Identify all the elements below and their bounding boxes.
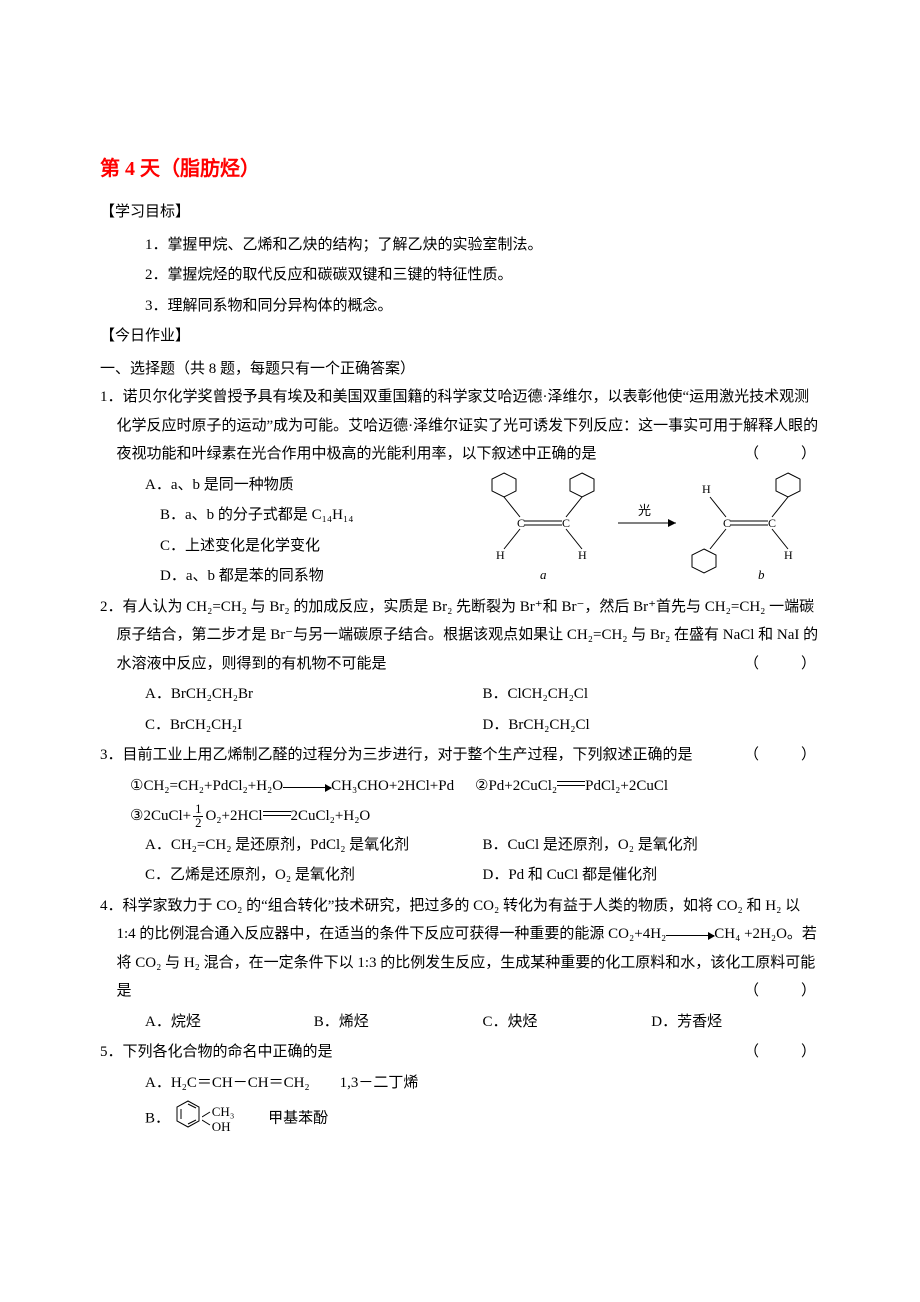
- q3-option-a: A．CH₂=CH₂ 是还原剂，PdCl₂ 是氧化剂: [145, 831, 483, 860]
- q4-option-a: A．烷烃: [145, 1008, 314, 1037]
- q5-stem-text: 5．下列各化合物的命名中正确的是: [100, 1044, 333, 1060]
- svg-text:H: H: [578, 548, 587, 562]
- q4-stem: 4．科学家致力于 CO₂ 的“组合转化”技术研究，把过多的 CO₂ 转化为有益于…: [100, 892, 820, 1006]
- benzene-ring-icon: [174, 1099, 202, 1140]
- svg-text:C: C: [768, 516, 776, 530]
- homework-label: 【今日作业】: [100, 322, 820, 351]
- objective-2: 2．掌握烷烃的取代反应和碳碳双键和三键的特征性质。: [100, 261, 820, 290]
- q4-option-c: C．炔烃: [483, 1008, 652, 1037]
- q5-option-a: A．H₂C＝CH－CH＝CH₂ 1,3－二丁烯: [100, 1069, 820, 1098]
- q3-option-d: D．Pd 和 CuCl 都是催化剂: [483, 861, 821, 890]
- equals-line-icon: [263, 811, 291, 816]
- q2-stem-text: 2．有人认为 CH₂=CH₂ 与 Br₂ 的加成反应，实质是 Br₂ 先断裂为 …: [100, 599, 818, 672]
- svg-text:b: b: [758, 567, 765, 582]
- objective-1: 1．掌握甲烷、乙烯和乙炔的结构；了解乙炔的实验室制法。: [100, 231, 820, 260]
- q3-stem: 3．目前工业上用乙烯制乙醛的过程分为三步进行，对于整个生产过程，下列叙述正确的是…: [100, 741, 820, 770]
- q3-option-b: B．CuCl 是还原剂，O₂ 是氧化剂: [483, 831, 821, 860]
- q2-option-c: C．BrCH₂CH₂I: [145, 711, 483, 740]
- q5-blank: （ ）: [760, 1038, 820, 1067]
- q3-eq3: ③2CuCl+12O₂+2HCl2CuCl₂+H₂O: [100, 802, 820, 831]
- q2-stem: 2．有人认为 CH₂=CH₂ 与 Br₂ 的加成反应，实质是 Br₂ 先断裂为 …: [100, 593, 820, 679]
- arrow-icon: [666, 935, 714, 936]
- svg-text:C: C: [517, 516, 525, 530]
- learning-objectives-label: 【学习目标】: [100, 198, 820, 227]
- q1-reaction-diagram: C C H H a 光: [470, 471, 820, 586]
- svg-text:a: a: [540, 567, 547, 582]
- q4-blank: （ ）: [760, 977, 820, 1006]
- q3-stem-text: 3．目前工业上用乙烯制乙醛的过程分为三步进行，对于整个生产过程，下列叙述正确的是: [100, 747, 693, 763]
- svg-text:H: H: [702, 482, 711, 496]
- day-title: 第 4 天（脂肪烃）: [100, 150, 820, 188]
- q4-option-b: B．烯烃: [314, 1008, 483, 1037]
- q5-option-b: B． CH₃ OH 甲基苯酚: [100, 1099, 820, 1140]
- q3-blank: （ ）: [760, 741, 820, 770]
- q1-blank: （ ）: [760, 440, 820, 469]
- q4-option-d: D．芳香烃: [651, 1008, 820, 1037]
- q2-option-d: D．BrCH₂CH₂Cl: [483, 711, 821, 740]
- svg-text:H: H: [496, 548, 505, 562]
- mc-header: 一、选择题（共 8 题，每题只有一个正确答案）: [100, 355, 820, 384]
- q2-option-b: B．ClCH₂CH₂Cl: [483, 680, 821, 709]
- arrow-icon: [283, 787, 331, 788]
- q1-stem-text: 1．诺贝尔化学奖曾授予具有埃及和美国双重国籍的科学家艾哈迈德·泽维尔，以表彰他使…: [100, 389, 818, 462]
- svg-text:C: C: [723, 516, 731, 530]
- equals-line-icon: [557, 781, 585, 786]
- svg-text:C: C: [562, 516, 570, 530]
- q3-option-c: C．乙烯是还原剂，O₂ 是氧化剂: [145, 861, 483, 890]
- objective-3: 3．理解同系物和同分异构体的概念。: [100, 292, 820, 321]
- svg-text:H: H: [784, 548, 793, 562]
- q5-stem: 5．下列各化合物的命名中正确的是 （ ）: [100, 1038, 820, 1067]
- q2-option-a: A．BrCH₂CH₂Br: [145, 680, 483, 709]
- q2-blank: （ ）: [760, 650, 820, 679]
- q3-eq2: ②Pd+2CuCl₂PdCl₂+2CuCl: [475, 772, 820, 801]
- q3-eq1: ①CH₂=CH₂+PdCl₂+H₂OCH₃CHO+2HCl+Pd: [130, 772, 475, 801]
- q1-stem: 1．诺贝尔化学奖曾授予具有埃及和美国双重国籍的科学家艾哈迈德·泽维尔，以表彰他使…: [100, 383, 820, 469]
- svg-text:光: 光: [638, 503, 651, 518]
